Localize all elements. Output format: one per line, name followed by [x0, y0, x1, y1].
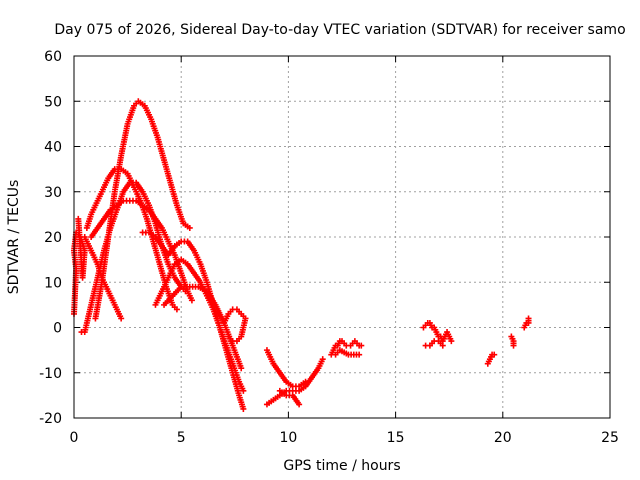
- y-tick-label: 30: [44, 185, 62, 201]
- y-tick-label: 50: [44, 94, 62, 110]
- series-arc-hump-4: [221, 306, 249, 345]
- data-point: [491, 351, 498, 358]
- data-marks: [71, 98, 532, 412]
- data-point: [186, 224, 193, 231]
- y-tick-label: 20: [44, 230, 62, 246]
- x-tick-label: 20: [494, 430, 512, 446]
- data-point: [78, 329, 85, 336]
- data-point: [75, 215, 82, 222]
- y-tick-label: -20: [39, 411, 62, 427]
- data-point: [510, 342, 517, 349]
- data-point: [358, 342, 365, 349]
- x-axis-label: GPS time / hours: [283, 458, 400, 474]
- data-point: [118, 315, 125, 322]
- y-tick-label: 10: [44, 275, 62, 291]
- data-point: [296, 401, 303, 408]
- chart-title: Day 075 of 2026, Sidereal Day-to-day VTE…: [54, 22, 625, 38]
- series-cluster-21: [521, 315, 532, 331]
- series-arc-peak-10: [161, 283, 245, 372]
- series-cluster-20: [508, 333, 517, 349]
- data-point: [356, 351, 363, 358]
- series-cluster-12-low: [332, 347, 363, 358]
- y-tick-label: -10: [39, 366, 62, 382]
- x-tick-label: 0: [70, 430, 79, 446]
- data-point: [439, 342, 446, 349]
- grid-lines: [74, 56, 610, 418]
- x-tick-label: 10: [279, 430, 297, 446]
- data-point: [173, 306, 180, 313]
- data-point: [225, 333, 232, 340]
- series-cluster-19: [484, 351, 498, 367]
- data-point: [319, 356, 326, 363]
- x-tick-label: 25: [601, 430, 619, 446]
- series-cluster-16-low: [422, 338, 446, 349]
- series-arc-dip-b: [263, 356, 326, 408]
- y-tick-label: 60: [44, 49, 62, 65]
- y-tick-label: 0: [53, 321, 62, 337]
- y-axis-label: SDTVAR / TECUs: [6, 180, 22, 295]
- data-point: [238, 365, 245, 372]
- data-point: [448, 338, 455, 345]
- series-cluster-16: [420, 319, 455, 345]
- series-cluster-12: [328, 338, 365, 358]
- data-point: [188, 297, 195, 304]
- data-point: [525, 315, 532, 322]
- x-tick-label: 15: [387, 430, 405, 446]
- x-tick-label: 5: [177, 430, 186, 446]
- data-point: [240, 405, 247, 412]
- data-point: [240, 387, 247, 394]
- series-arc-falling-20: [81, 234, 125, 322]
- plot-border: [73, 55, 611, 419]
- series-arc-dip-c: [276, 387, 303, 408]
- y-tick-label: 40: [44, 140, 62, 156]
